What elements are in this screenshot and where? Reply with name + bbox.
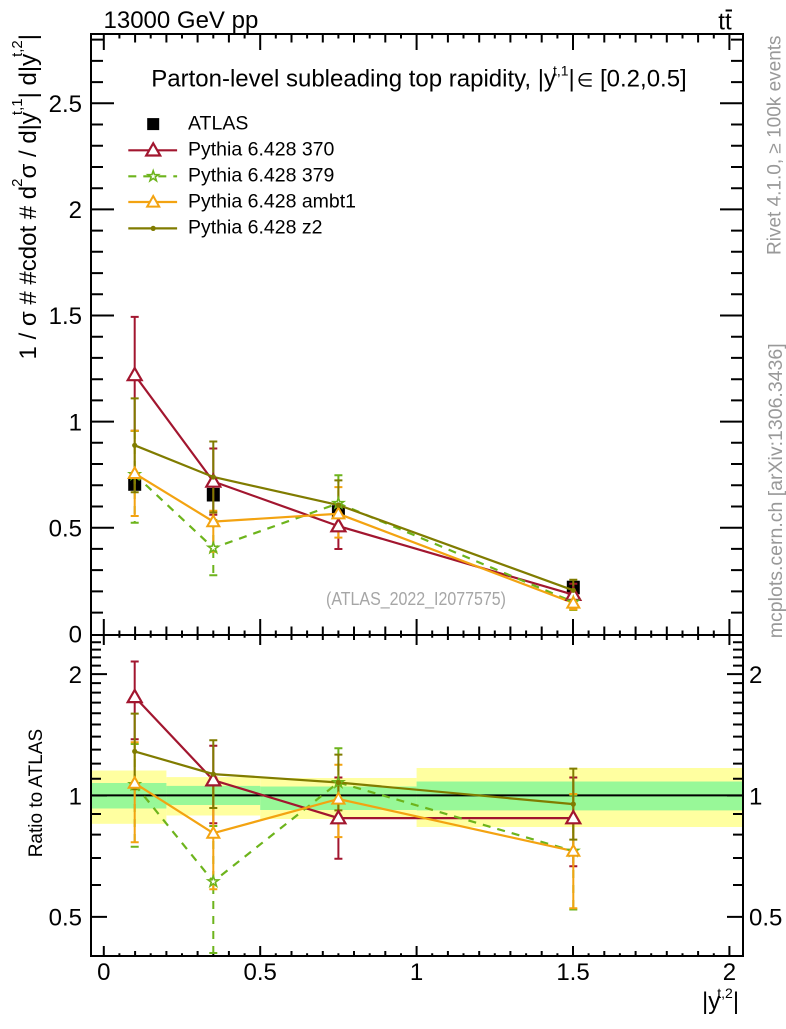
svg-text:Pythia 6.428 z2: Pythia 6.428 z2: [188, 217, 322, 239]
svg-text:2: 2: [69, 662, 82, 689]
svg-text:Pythia 6.428 379: Pythia 6.428 379: [188, 165, 334, 187]
svg-text:1 / σ # #cdot # d2σ / d|yt,1|: 1 / σ # #cdot # d2σ / d|yt,1| d|yt,2|: [9, 34, 42, 359]
svg-text:1.5: 1.5: [556, 959, 589, 986]
svg-text:0: 0: [69, 622, 82, 649]
svg-text:2: 2: [749, 662, 762, 689]
svg-text:0.5: 0.5: [244, 959, 277, 986]
svg-text:2: 2: [723, 959, 736, 986]
svg-text:2.5: 2.5: [49, 91, 82, 118]
svg-text:2: 2: [69, 197, 82, 224]
svg-text:1: 1: [69, 783, 82, 810]
svg-text:1.5: 1.5: [49, 303, 82, 330]
svg-text:Ratio to ATLAS: Ratio to ATLAS: [26, 729, 47, 858]
svg-text:Pythia 6.428 370: Pythia 6.428 370: [188, 139, 335, 161]
svg-text:(ATLAS_2022_I2077575): (ATLAS_2022_I2077575): [326, 588, 506, 610]
svg-text:1: 1: [69, 409, 82, 436]
svg-text:Rivet 4.1.0, ≥ 100k events: Rivet 4.1.0, ≥ 100k events: [765, 35, 786, 255]
svg-text:Pythia 6.428 ambt1: Pythia 6.428 ambt1: [188, 190, 356, 212]
svg-text:1: 1: [749, 783, 762, 810]
svg-text:ATLAS: ATLAS: [188, 112, 248, 134]
svg-text:mcplots.cern.ch [arXiv:1306.34: mcplots.cern.ch [arXiv:1306.3436]: [765, 343, 786, 638]
svg-text:1: 1: [410, 959, 423, 986]
svg-text:0.5: 0.5: [49, 905, 82, 932]
svg-text:0.5: 0.5: [49, 515, 82, 542]
svg-text:13000 GeV pp: 13000 GeV pp: [104, 7, 259, 34]
svg-text:tt: tt: [718, 9, 732, 36]
svg-text:0: 0: [97, 959, 110, 986]
svg-text:Parton-level subleading top ra: Parton-level subleading top rapidity, |y…: [151, 63, 686, 93]
svg-text:0.5: 0.5: [749, 905, 782, 932]
